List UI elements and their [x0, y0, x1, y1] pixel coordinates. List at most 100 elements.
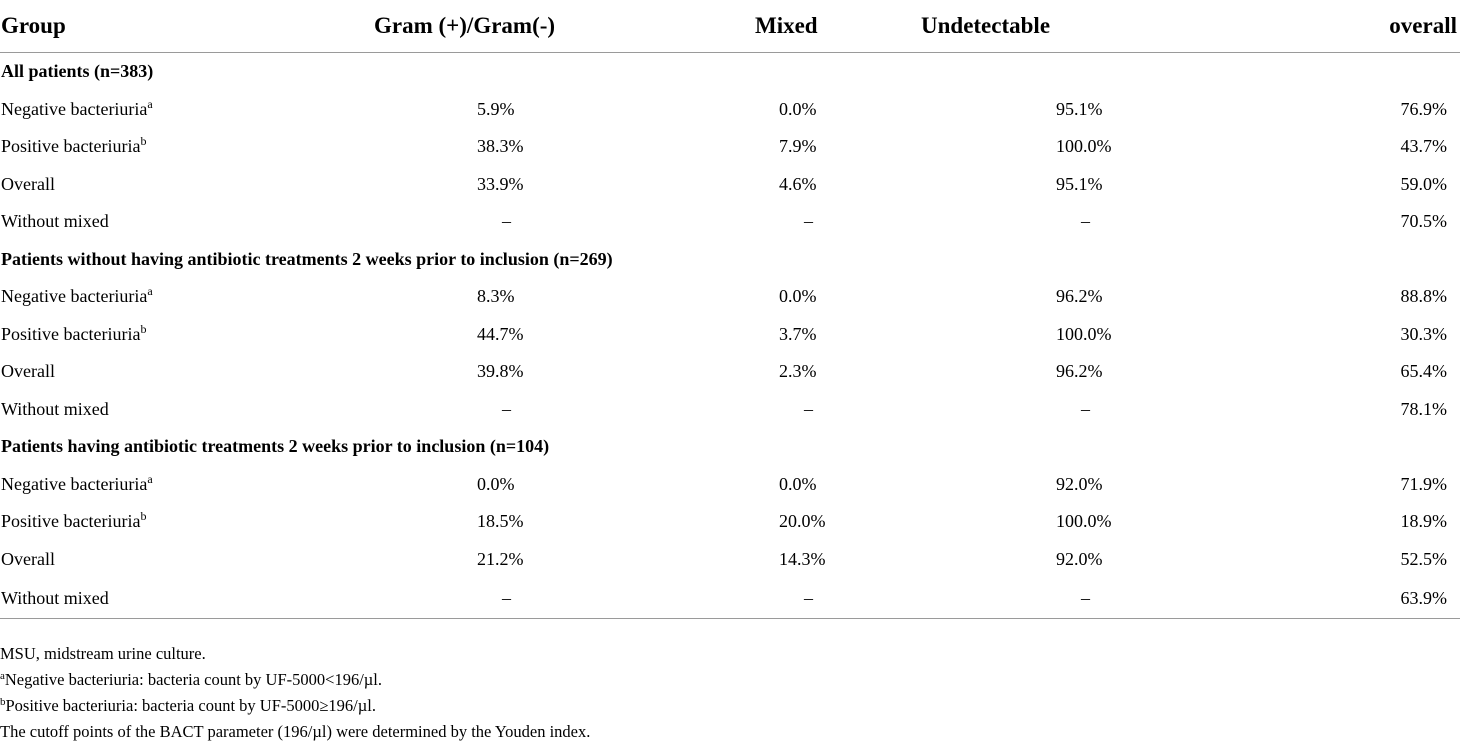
- footnote-marker: b: [140, 321, 147, 336]
- row-label-cell: Negative bacteriuriaa: [0, 91, 338, 129]
- footnote-marker: b: [140, 134, 147, 149]
- row-label: Positive bacteriuria: [1, 136, 141, 157]
- value-cell: 52.5%: [1400, 548, 1448, 569]
- value-cell: 18.9%: [1400, 511, 1448, 532]
- value-cell: 96.2%: [1056, 361, 1103, 382]
- table-row: Negative bacteriuriaa 0.0% 0.0% 92.0% 71.9%: [0, 466, 1460, 504]
- footnote-a: aNegative bacteriuria: bacteria count by…: [0, 667, 590, 693]
- table-body: All patients (n=383) Negative bacteriuria…: [0, 53, 1460, 619]
- footnote-b-mark: b: [0, 696, 6, 708]
- group-title: Patients having antibiotic treatments 2 …: [1, 436, 550, 457]
- footnote-marker: a: [147, 284, 153, 299]
- value-cell: –: [883, 578, 1188, 619]
- value-cell: 21.2%: [477, 548, 524, 569]
- table-footnotes: MSU, midstream urine culture. aNegative …: [0, 641, 590, 745]
- group-title: All patients (n=383): [1, 61, 154, 82]
- row-label-cell: Overall: [0, 166, 338, 204]
- value-cell: –: [618, 578, 883, 619]
- table-row: Overall 33.9% 4.6% 95.1% 59.0%: [0, 166, 1460, 204]
- value-cell: 5.9%: [477, 98, 515, 119]
- value-cell: 3.7%: [779, 323, 817, 344]
- value-cell: 8.3%: [477, 286, 515, 307]
- value-cell: 95.1%: [1056, 173, 1103, 194]
- row-label-cell: Negative bacteriuriaa: [0, 466, 338, 504]
- row-label: Without mixed: [1, 211, 109, 232]
- header-undetectable: Undetectable: [883, 0, 1188, 53]
- value-cell: 59.0%: [1400, 173, 1448, 194]
- value-cell: 95.1%: [1056, 98, 1103, 119]
- value-cell: 0.0%: [779, 473, 817, 494]
- value-cell: 44.7%: [477, 323, 524, 344]
- row-label: Without mixed: [1, 398, 109, 419]
- value-cell: 100.0%: [1056, 511, 1112, 532]
- table-row: Negative bacteriuriaa 5.9% 0.0% 95.1% 76.9%: [0, 91, 1460, 129]
- value-cell: 100.0%: [1056, 323, 1112, 344]
- table-row: Negative bacteriuriaa 8.3% 0.0% 96.2% 88.8%: [0, 278, 1460, 316]
- value-cell: 0.0%: [779, 98, 817, 119]
- footnote-marker: b: [140, 509, 147, 524]
- table-row: Without mixed – – – 70.5%: [0, 203, 1460, 241]
- footnote-marker: a: [147, 471, 153, 486]
- header-group: Group: [0, 0, 338, 53]
- value-cell: –: [804, 398, 813, 419]
- group-header-row: Patients having antibiotic treatments 2 …: [0, 428, 1460, 466]
- value-cell: 70.5%: [1400, 211, 1448, 232]
- row-label: Negative bacteriuria: [1, 473, 148, 494]
- row-label: Overall: [1, 173, 55, 194]
- value-cell: 100.0%: [1056, 136, 1112, 157]
- table-row: Overall 21.2% 14.3% 92.0% 52.5%: [0, 541, 1460, 579]
- value-cell: 96.2%: [1056, 286, 1103, 307]
- value-cell: 18.5%: [477, 511, 524, 532]
- row-label-cell: Positive bacteriuriab: [0, 128, 338, 166]
- row-label-cell: Without mixed: [0, 578, 338, 619]
- table-header-row: Group Gram (+)/Gram(-) Mixed Undetectabl…: [0, 0, 1460, 53]
- value-cell: 0.0%: [477, 473, 515, 494]
- value-cell: 4.6%: [779, 173, 817, 194]
- row-label: Overall: [1, 361, 55, 382]
- value-cell: 92.0%: [1056, 473, 1103, 494]
- value-cell: –: [502, 398, 511, 419]
- results-table-container: Group Gram (+)/Gram(-) Mixed Undetectabl…: [0, 0, 1460, 619]
- value-cell: 78.1%: [1400, 398, 1448, 419]
- value-cell: –: [804, 211, 813, 232]
- value-cell: –: [1081, 398, 1090, 419]
- row-label-cell: Positive bacteriuriab: [0, 503, 338, 541]
- row-label-cell: Without mixed: [0, 391, 338, 429]
- footnote-abbreviation: MSU, midstream urine culture.: [0, 644, 206, 663]
- results-table: Group Gram (+)/Gram(-) Mixed Undetectabl…: [0, 0, 1460, 619]
- value-cell: –: [338, 578, 618, 619]
- value-cell: 88.8%: [1400, 286, 1448, 307]
- header-overall: overall: [1188, 0, 1460, 53]
- value-cell: 7.9%: [779, 136, 817, 157]
- group-header-row: Patients without having antibiotic treat…: [0, 241, 1460, 279]
- value-cell: 76.9%: [1400, 98, 1448, 119]
- header-mixed: Mixed: [618, 0, 883, 53]
- row-label: Overall: [1, 548, 55, 569]
- value-cell: 14.3%: [779, 548, 826, 569]
- group-title: Patients without having antibiotic treat…: [1, 248, 613, 269]
- table-row: Positive bacteriuriab 18.5% 20.0% 100.0% 18.…: [0, 503, 1460, 541]
- value-cell: 43.7%: [1400, 136, 1448, 157]
- value-cell: 39.8%: [477, 361, 524, 382]
- row-label-cell: Overall: [0, 541, 338, 579]
- value-cell: 33.9%: [477, 173, 524, 194]
- row-label: Negative bacteriuria: [1, 286, 148, 307]
- value-cell: 71.9%: [1400, 473, 1448, 494]
- value-cell: 92.0%: [1056, 548, 1103, 569]
- footnote-a-text: Negative bacteriuria: bacteria count by …: [4, 670, 382, 689]
- header-gram: Gram (+)/Gram(-): [338, 0, 618, 53]
- row-label-cell: Overall: [0, 353, 338, 391]
- footnote-a-mark: a: [0, 670, 5, 682]
- group-header-row: All patients (n=383): [0, 53, 1460, 91]
- value-cell: 63.9%: [1188, 578, 1460, 619]
- table-row: Without mixed – – –63.9%: [0, 578, 1460, 619]
- row-label: Positive bacteriuria: [1, 323, 141, 344]
- row-label: Positive bacteriuria: [1, 511, 141, 532]
- table-row: Overall 39.8% 2.3% 96.2% 65.4%: [0, 353, 1460, 391]
- row-label-cell: Positive bacteriuriab: [0, 316, 338, 354]
- row-label-cell: Negative bacteriuriaa: [0, 278, 338, 316]
- value-cell: –: [502, 211, 511, 232]
- table-row: Positive bacteriuriab 38.3% 7.9% 100.0% 43.7…: [0, 128, 1460, 166]
- footnote-b-text: Positive bacteriuria: bacteria count by …: [5, 696, 376, 715]
- value-cell: 65.4%: [1400, 361, 1448, 382]
